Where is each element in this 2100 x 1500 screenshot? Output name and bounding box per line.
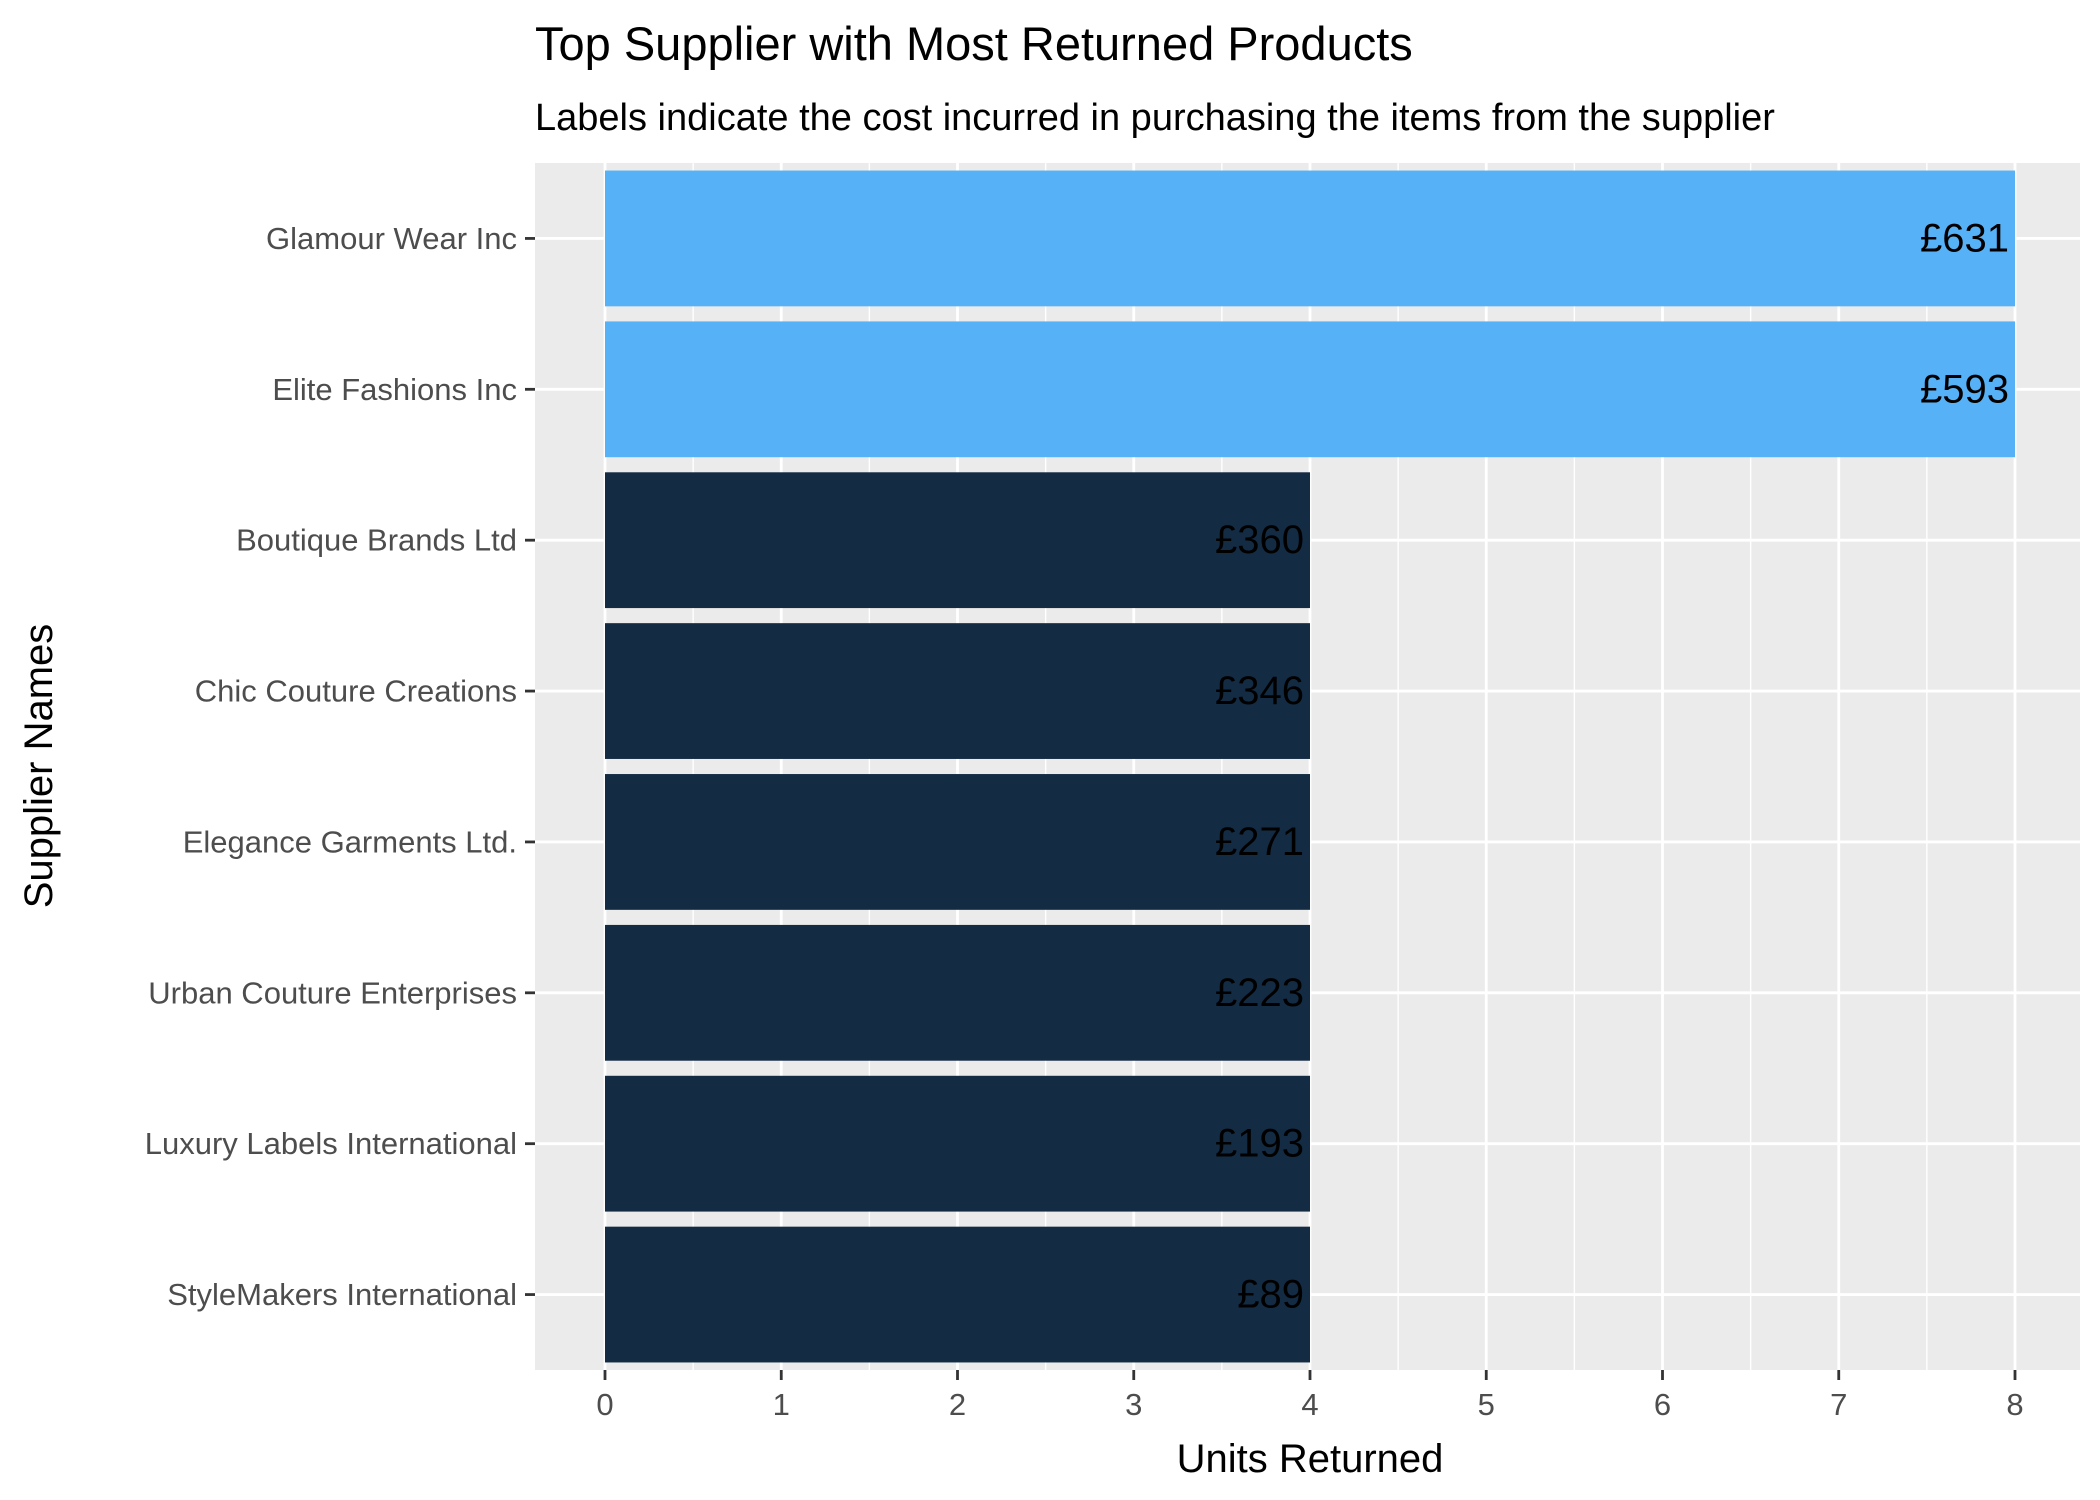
bar — [605, 321, 2015, 458]
data-label: £346 — [1215, 669, 1304, 713]
data-label: £89 — [1237, 1273, 1304, 1317]
x-axis-ticks: 0 1 2 3 4 5 6 7 8 — [596, 1370, 2024, 1422]
x-tick-label: 8 — [2006, 1387, 2023, 1422]
data-label: £631 — [1920, 216, 2009, 260]
x-tick-label: 7 — [1830, 1387, 1847, 1422]
x-tick-label: 0 — [596, 1387, 613, 1422]
data-labels: £631 £593 £360 £346 £271 £223 £193 £89 — [1215, 216, 2009, 1316]
bar — [605, 623, 1310, 759]
data-label: £593 — [1920, 367, 2009, 411]
x-tick-label: 6 — [1654, 1387, 1671, 1422]
data-label: £193 — [1215, 1122, 1304, 1166]
y-tick-label: Boutique Brands Ltd — [236, 523, 517, 558]
y-tick-label: Elite Fashions Inc — [272, 372, 517, 407]
chart-subtitle: Labels indicate the cost incurred in pur… — [535, 97, 1775, 139]
y-axis-ticks: Glamour Wear Inc Elite Fashions Inc Boutiq… — [145, 221, 535, 1312]
bar — [605, 1226, 1310, 1363]
y-tick-label: Chic Couture Creations — [195, 674, 517, 709]
bar — [605, 924, 1310, 1061]
data-label: £223 — [1215, 971, 1304, 1015]
x-tick-label: 1 — [773, 1387, 790, 1422]
bars — [605, 170, 2015, 1363]
y-tick-label: Elegance Garments Ltd. — [183, 824, 517, 859]
x-axis-title: Units Returned — [1177, 1437, 1444, 1481]
y-tick-label: StyleMakers International — [167, 1277, 517, 1312]
y-tick-label: Glamour Wear Inc — [266, 221, 517, 256]
bar — [605, 1075, 1310, 1212]
y-tick-label: Luxury Labels International — [145, 1126, 517, 1161]
y-axis-title: Supplier Names — [17, 624, 61, 909]
x-tick-label: 4 — [1301, 1387, 1318, 1422]
bar — [605, 170, 2015, 307]
bar — [605, 472, 1310, 609]
data-label: £360 — [1215, 518, 1304, 562]
x-tick-label: 2 — [949, 1387, 966, 1422]
x-tick-label: 3 — [1125, 1387, 1142, 1422]
x-tick-label: 5 — [1478, 1387, 1495, 1422]
y-tick-label: Urban Couture Enterprises — [148, 975, 517, 1010]
bar — [605, 774, 1310, 910]
chart-title: Top Supplier with Most Returned Products — [535, 17, 1413, 70]
data-label: £271 — [1215, 820, 1304, 864]
